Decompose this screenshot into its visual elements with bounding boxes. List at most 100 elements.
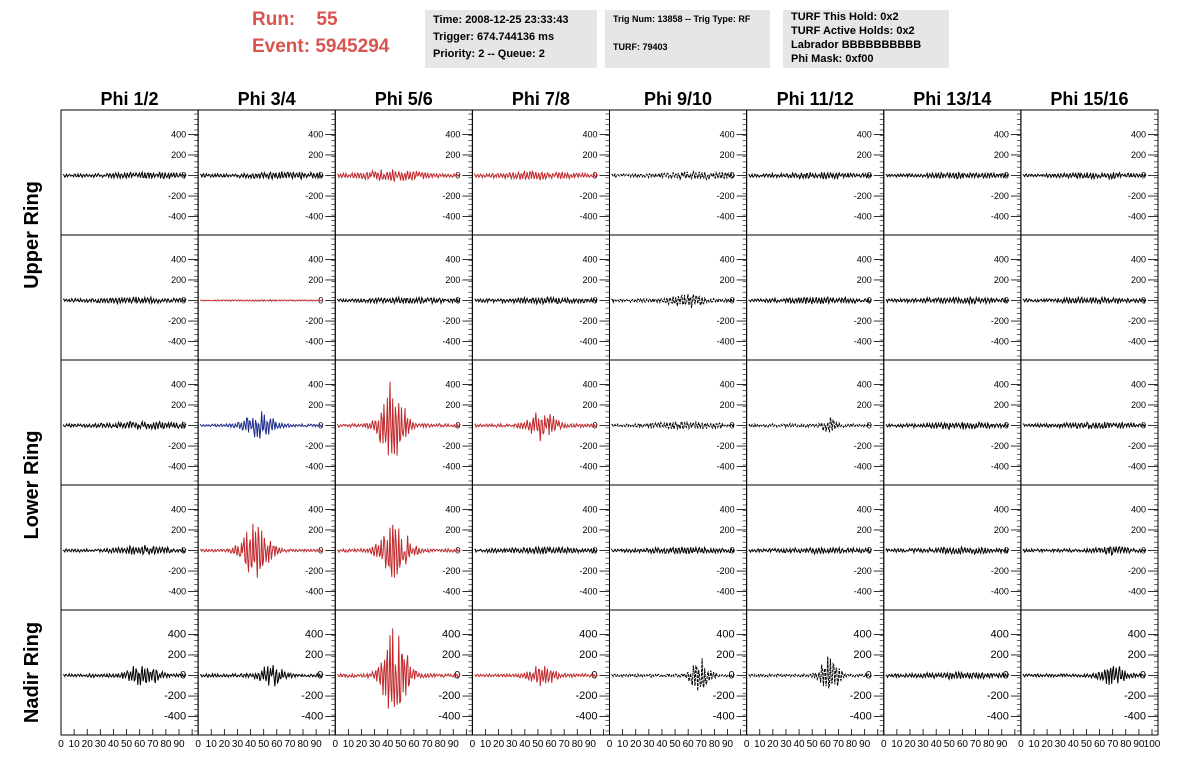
ring-label: Nadir Ring	[21, 622, 43, 723]
y-tick-label: 200	[445, 150, 460, 160]
x-tick-label: 30	[232, 739, 244, 750]
x-tick-label: 90	[1133, 739, 1145, 750]
y-tick-label: 400	[171, 504, 186, 514]
y-tick-label: -400	[168, 212, 186, 222]
turf-info-box: TURF This Hold: 0x2 TURF Active Holds: 0…	[783, 10, 949, 68]
ring-label: Upper Ring	[21, 181, 43, 289]
y-tick-label: -200	[854, 316, 872, 326]
y-tick-label: 200	[305, 649, 323, 661]
y-tick-label: -200	[850, 690, 872, 702]
y-tick-label: -200	[168, 441, 186, 451]
x-tick-label: 0	[1018, 739, 1024, 750]
x-tick-label: 70	[559, 739, 571, 750]
x-tick-label: 80	[1120, 739, 1132, 750]
x-tick-label: 70	[970, 739, 982, 750]
y-tick-label: 0	[1004, 296, 1009, 306]
x-tick-label: 90	[311, 739, 323, 750]
y-tick-label: 400	[1131, 504, 1146, 514]
x-tick-label: 60	[271, 739, 283, 750]
y-tick-label: -200	[991, 566, 1009, 576]
x-tick-label: 10	[754, 739, 766, 750]
column-header: Phi 7/8	[512, 89, 570, 109]
y-tick-label: -200	[442, 441, 460, 451]
y-tick-label: -400	[991, 462, 1009, 472]
y-tick-label: -400	[854, 462, 872, 472]
x-tick-label: 50	[1081, 739, 1093, 750]
y-tick-label: -200	[442, 316, 460, 326]
y-tick-label: -200	[713, 690, 735, 702]
y-tick-label: 200	[582, 150, 597, 160]
waveform-trace	[748, 545, 873, 556]
y-tick-label: -400	[579, 212, 597, 222]
y-tick-label: -400	[575, 711, 597, 723]
x-tick-label: 90	[173, 739, 185, 750]
y-tick-label: 400	[308, 129, 323, 139]
y-tick-label: 400	[1131, 379, 1146, 389]
y-tick-label: -200	[305, 191, 323, 201]
y-tick-label: -200	[854, 441, 872, 451]
trig-info-box: Trig Num: 13858 -- Trig Type: RF TURF: 7…	[605, 10, 770, 68]
waveform-trace	[885, 295, 1010, 306]
y-tick-label: 400	[1131, 254, 1146, 264]
y-tick-label: -200	[717, 191, 735, 201]
time-line: Time: 2008-12-25 23:33:43	[433, 14, 569, 26]
y-tick-label: 400	[168, 628, 186, 640]
y-tick-label: -400	[442, 462, 460, 472]
x-tick-label: 40	[382, 739, 394, 750]
y-tick-label: -200	[717, 316, 735, 326]
turf-line: TURF: 79403	[613, 42, 668, 52]
x-tick-label: 90	[859, 739, 871, 750]
waveform-trace	[885, 670, 1010, 681]
waveform-trace	[62, 419, 187, 431]
waveform-trace	[1022, 666, 1147, 685]
x-tick-label: 60	[957, 739, 969, 750]
y-tick-label: -400	[717, 462, 735, 472]
y-tick-label: -400	[991, 587, 1009, 597]
y-tick-label: 400	[857, 504, 872, 514]
y-tick-label: 0	[867, 546, 872, 556]
event-label: Event:	[252, 36, 311, 57]
y-tick-label: -200	[854, 191, 872, 201]
waveform-trace	[611, 545, 736, 555]
waveform-trace	[1022, 171, 1147, 181]
y-tick-label: -400	[854, 337, 872, 347]
y-tick-label: 200	[720, 150, 735, 160]
x-tick-label: 40	[108, 739, 120, 750]
y-tick-label: 200	[582, 525, 597, 535]
waveform-trace	[200, 664, 324, 687]
y-tick-label: 400	[720, 379, 735, 389]
x-tick-label: 40	[794, 739, 806, 750]
y-tick-label: 200	[308, 150, 323, 160]
y-tick-label: -200	[1124, 690, 1146, 702]
trigger-line: Trigger: 674.744136 ms	[433, 31, 555, 43]
y-tick-label: 200	[445, 400, 460, 410]
x-tick-label: 70	[147, 739, 159, 750]
y-tick-label: 400	[994, 129, 1009, 139]
y-tick-label: 400	[857, 254, 872, 264]
x-tick-label: 80	[160, 739, 172, 750]
y-tick-label: -400	[168, 337, 186, 347]
column-header: Phi 15/16	[1050, 89, 1128, 109]
y-tick-label: -200	[305, 441, 323, 451]
y-tick-label: 400	[445, 254, 460, 264]
y-tick-label: -400	[1128, 337, 1146, 347]
x-tick-label: 0	[881, 739, 887, 750]
y-tick-label: 200	[994, 400, 1009, 410]
x-tick-label: 20	[219, 739, 231, 750]
waveform-trace	[885, 171, 1010, 180]
y-tick-label: 200	[1131, 150, 1146, 160]
waveform-trace	[748, 656, 873, 689]
y-tick-label: 200	[171, 525, 186, 535]
x-tick-label: 40	[931, 739, 943, 750]
y-tick-label: -200	[854, 566, 872, 576]
x-tick-label: 0	[470, 739, 476, 750]
x-tick-label: 30	[506, 739, 518, 750]
waveform-trace	[474, 665, 598, 687]
y-tick-label: -400	[579, 337, 597, 347]
y-tick-label: 200	[442, 649, 460, 661]
waveform-trace	[336, 295, 461, 306]
x-tick-label: 20	[356, 739, 368, 750]
y-tick-label: -400	[717, 212, 735, 222]
y-tick-label: 200	[994, 150, 1009, 160]
y-tick-label: 200	[1131, 400, 1146, 410]
